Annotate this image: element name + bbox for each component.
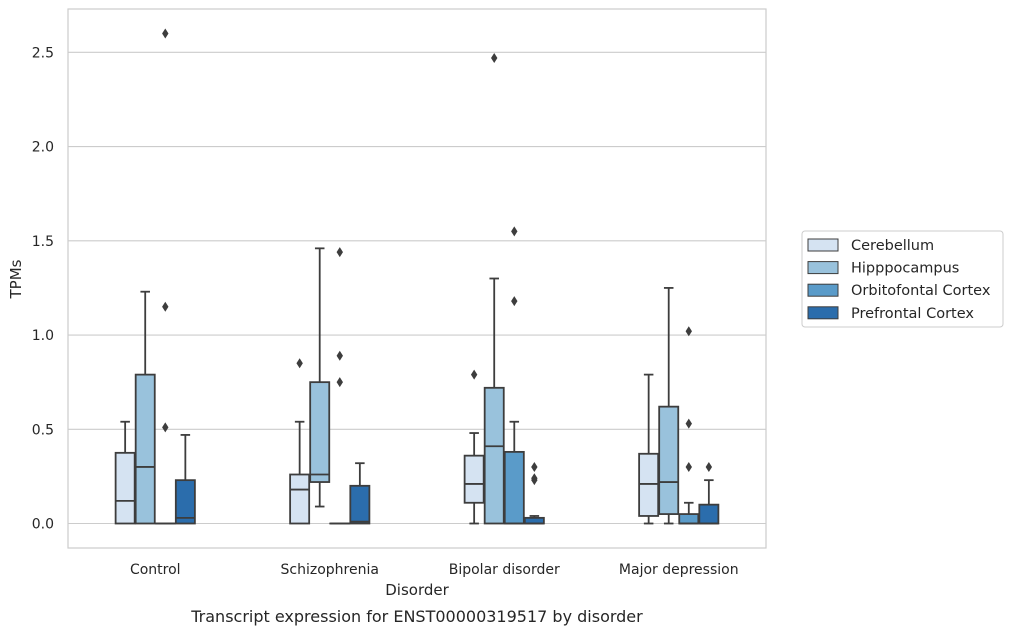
legend: Cerebellum Hipppocampus Orbitofontal Corte… — [801, 230, 1004, 328]
box — [698, 503, 720, 525]
y-tick-label: 2.5 — [32, 45, 54, 61]
x-axis-label: Disorder — [385, 581, 449, 599]
legend-label: Prefrontal Cortex — [851, 306, 974, 322]
legend-frame — [801, 230, 1004, 328]
outlier-point — [162, 301, 169, 312]
box — [289, 473, 311, 525]
legend-swatch — [807, 238, 839, 252]
outlier-point — [162, 28, 169, 39]
x-tick-label: Control — [130, 562, 181, 578]
legend-label: Orbitofontal Cortex — [851, 283, 991, 299]
y-tick-label: 1.0 — [32, 328, 54, 344]
outlier-point — [685, 418, 692, 429]
y-axis-label: TPMs — [7, 259, 25, 299]
box — [134, 373, 156, 525]
legend-swatch — [807, 283, 839, 297]
plot-frame — [67, 8, 767, 549]
y-tick-label: 0.5 — [32, 422, 54, 438]
outlier-point — [685, 461, 692, 472]
outlier-point — [511, 226, 518, 237]
chart-caption: Transcript expression for ENST0000031951… — [190, 607, 643, 626]
outlier-point — [336, 350, 343, 361]
outlier-point — [336, 377, 343, 388]
x-tick-label: Schizophrenia — [281, 562, 379, 578]
outlier-point — [511, 296, 518, 307]
box — [658, 405, 680, 515]
box — [503, 450, 525, 525]
box — [309, 381, 331, 483]
box — [174, 479, 196, 525]
y-tick-label: 1.5 — [32, 234, 54, 250]
outlier-point — [531, 473, 538, 484]
legend-swatch — [807, 306, 839, 320]
outlier-point — [491, 53, 498, 63]
outlier-point — [162, 422, 169, 433]
outlier-point — [470, 369, 478, 380]
y-tick-labels: 0.0 0.5 1.0 1.5 2.0 2.5 — [32, 45, 54, 532]
legend-swatch — [807, 261, 839, 275]
x-tick-label: Major depression — [619, 562, 739, 578]
box — [678, 513, 700, 525]
x-tick-labels: Control Schizophrenia Bipolar disorder Majo… — [130, 562, 739, 578]
outlier-point — [296, 358, 303, 369]
legend-label: Cerebellum — [851, 238, 934, 254]
x-tick-label: Bipolar disorder — [449, 562, 560, 578]
legend-label: Hipppocampus — [851, 261, 959, 277]
box — [483, 386, 505, 525]
outlier-point — [685, 326, 692, 337]
y-tick-label: 0.0 — [32, 517, 54, 533]
outlier-point — [531, 461, 538, 472]
box — [638, 452, 660, 517]
outlier-point — [336, 247, 343, 258]
box — [349, 484, 371, 525]
box-series — [114, 28, 720, 525]
y-tick-label: 2.0 — [32, 140, 54, 156]
box — [114, 451, 136, 525]
outlier-point — [705, 461, 713, 472]
box — [463, 454, 485, 504]
